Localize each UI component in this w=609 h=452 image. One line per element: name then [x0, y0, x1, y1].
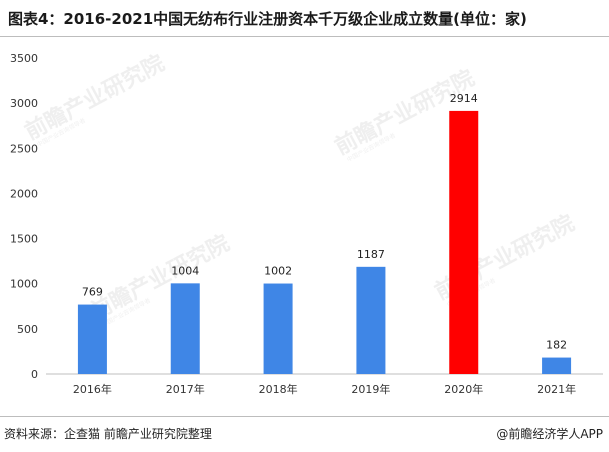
x-tick-label: 2021年 [537, 382, 576, 396]
y-tick-label: 500 [17, 323, 38, 336]
y-tick-label: 3000 [10, 97, 38, 110]
chart-title: 图表4：2016-2021中国无纺布行业注册资本千万级企业成立数量(单位：家) [8, 10, 527, 28]
y-tick-label: 1000 [10, 278, 38, 291]
data-label: 1002 [264, 265, 292, 278]
y-tick-label: 0 [31, 368, 38, 381]
data-label: 182 [546, 339, 567, 352]
y-tick-label: 1500 [10, 233, 38, 246]
bar-2020年 [449, 110, 479, 375]
bar-2016年 [77, 304, 107, 374]
watermark-text: 前瞻产业研究院 [21, 50, 169, 145]
bar-2021年 [542, 357, 572, 374]
source-note: 资料来源：企查猫 前瞻产业研究院整理 [4, 427, 212, 441]
y-tick-label: 3500 [10, 52, 38, 65]
footer-divider [0, 416, 609, 417]
title-divider [0, 36, 609, 37]
bar-2017年 [170, 283, 200, 374]
data-label: 1187 [357, 248, 385, 261]
data-label: 1004 [171, 264, 199, 277]
bar-2019年 [356, 266, 386, 374]
credit-note: @前瞻经济学人APP [496, 427, 603, 441]
x-tick-label: 2017年 [166, 382, 205, 396]
x-tick-label: 2019年 [351, 382, 390, 396]
watermark-layer: 前瞻产业研究院 中国产业咨询领导者 前瞻产业研究院 中国产业咨询领导者 前瞻产业… [21, 50, 579, 329]
data-label: 769 [82, 286, 103, 299]
x-tick-label: 2016年 [73, 382, 112, 396]
bar-2018年 [263, 283, 293, 374]
axis-layer: 0 500 1000 1500 2000 2500 3000 3500 2016年 2017年 20… [10, 52, 603, 396]
y-tick-label: 2500 [10, 142, 38, 155]
x-tick-label: 2018年 [259, 382, 298, 396]
data-label: 2914 [450, 92, 478, 105]
x-tick-label: 2020年 [444, 382, 483, 396]
watermark-text: 前瞻产业研究院 [86, 230, 234, 325]
y-tick-label: 2000 [10, 187, 38, 200]
bar-layer: 769 1004 1002 1187 2914 182 [77, 92, 572, 375]
